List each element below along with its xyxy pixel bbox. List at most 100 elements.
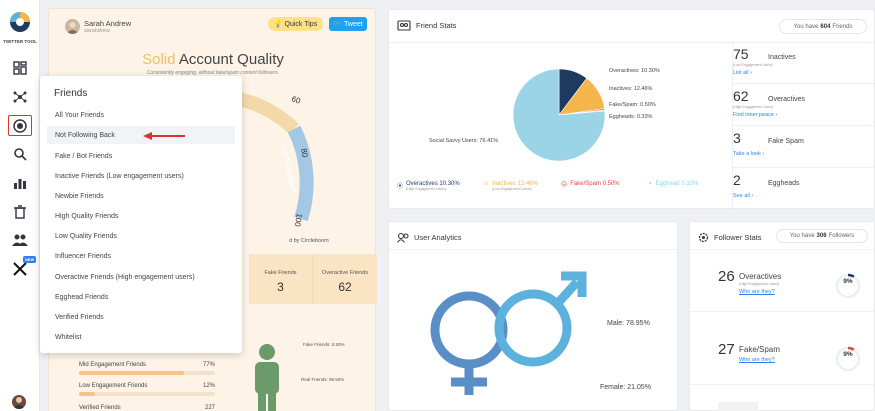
stat-label: Overactive Friends (321, 270, 369, 276)
trash-icon[interactable] (11, 203, 29, 221)
legend-egghead: ◐ Egghead 0.33% (649, 181, 698, 187)
pie-label-fake: Fake/Spam: 0.50% (609, 102, 656, 108)
take-a-look-link[interactable]: Take a look › (733, 151, 765, 157)
gender-symbols-icon (430, 271, 587, 395)
circleboom-credit: d by Circleboom (289, 238, 329, 244)
target-icon[interactable] (11, 117, 29, 135)
friend-stats-header: Friend Stats (397, 20, 456, 31)
find-inner-peace-link[interactable]: Find inner peace › (733, 112, 778, 118)
bar-label: Mid Engagement Friends (79, 362, 147, 368)
next-row-peek (718, 402, 758, 411)
tweet-button[interactable]: 🐦 Tweet (329, 17, 367, 31)
menu-item-verified-friends[interactable]: Verified Friends (55, 313, 104, 321)
see-all-link[interactable]: See all › (733, 193, 754, 199)
quick-tips-button[interactable]: 💡 Quick Tips (268, 17, 323, 31)
gear-icon (698, 232, 709, 243)
divider (389, 42, 874, 43)
tweet-label: Tweet (344, 20, 363, 28)
menu-item-overactive-friends[interactable]: Overactive Friends (High engagement user… (55, 273, 195, 281)
eggheads-cell: 2 Eggheads See all › (733, 168, 875, 210)
overactives-sub: (High Engagement Users) (739, 282, 780, 286)
gauge-fill (835, 273, 861, 299)
stat-value: 62 (338, 280, 352, 294)
legend-label: Overactives 10.30% (406, 181, 460, 187)
fake-spam-percent-gauge (835, 346, 861, 372)
app-logo[interactable] (8, 10, 32, 34)
fake-spam-count: 27 (718, 341, 735, 358)
follower-overactives-row: 26 Overactives (High Engagement Users) W… (690, 252, 875, 312)
user-avatar[interactable] (65, 19, 80, 34)
who-are-they-link[interactable]: Who are they? (739, 289, 775, 295)
legend-label: Inactives 12.46% (492, 181, 538, 187)
network-icon[interactable] (11, 88, 29, 106)
fake-friends-figure-label: Fake Friends: 0.50% (303, 342, 345, 347)
verified-friends-bar: Verified Friends 227 (79, 405, 215, 411)
smile-icon: ☺ (483, 181, 490, 187)
low-engagement-bar: Low Engagement Friends 12% (79, 383, 215, 396)
legend-sub: (Low Engagement Users) (492, 187, 532, 191)
divider (690, 249, 874, 250)
inactives-sub: (Low Engagement Users) (733, 63, 773, 67)
menu-item-all-friends[interactable]: All Your Friends (55, 111, 105, 119)
user-analytics-card: User Analytics Male: 78.95% Female: 21.0… (388, 221, 678, 411)
inactives-label: Inactives (768, 54, 796, 61)
menu-item-egghead-friends[interactable]: Egghead Friends (55, 293, 109, 301)
fake-spam-cell: 3 Fake Spam Take a look › (733, 126, 875, 168)
inactives-count: 75 (733, 46, 749, 62)
menu-item-low-quality-friends[interactable]: Low Quality Friends (55, 232, 117, 240)
menu-item-high-quality-friends[interactable]: High Quality Friends (55, 212, 119, 220)
bar-label: Verified Friends (79, 405, 121, 411)
overactives-percent: 9% (843, 278, 853, 285)
fake-friends-stat: Fake Friends 3 (249, 254, 313, 304)
legend-sub: (High Engagement Users) (406, 187, 447, 191)
active-nav-highlight (8, 115, 32, 136)
pie-label-inactives: Inactives: 12.46% (609, 86, 653, 92)
pie-slice-social-savvy-users (512, 68, 606, 162)
overactives-label: Overactives (739, 272, 782, 281)
dropdown-title: Friends (54, 88, 88, 99)
bar-track (79, 392, 215, 396)
bar-percent: 77% (202, 362, 215, 368)
menu-item-inactive-friends[interactable]: Inactive Friends (Low engagement users) (55, 172, 184, 180)
pill-prefix: You have (789, 233, 815, 239)
real-friends-figure-label: Real Friends: 99.50% (301, 377, 345, 382)
new-badge: NEW (23, 256, 37, 263)
dashboard-icon[interactable] (11, 59, 29, 77)
users-icon[interactable] (11, 231, 29, 249)
quality-title: Solid Account Quality (49, 51, 377, 68)
red-arrow-annotation (143, 132, 185, 140)
fake-spam-label: Fake Spam (768, 138, 804, 145)
avatar[interactable] (12, 395, 26, 409)
follower-stats-header: Follower Stats (698, 232, 762, 243)
pill-suffix: Followers (828, 233, 855, 239)
list-all-link[interactable]: List all › (733, 70, 752, 76)
menu-item-fake-bot-friends[interactable]: Fake / Bot Friends (55, 152, 113, 160)
menu-item-not-following-back[interactable]: Not Following Back (47, 126, 235, 144)
x-logo-icon[interactable] (11, 260, 29, 278)
overactives-count: 62 (733, 88, 749, 104)
friends-count-pill: You have 604 Friends (779, 19, 867, 34)
gauge-fill (835, 346, 861, 372)
legend-overactives: ⦿ Overactives 10.30% (High Engagement Use… (397, 181, 460, 191)
menu-item-newbie-friends[interactable]: Newbie Friends (55, 192, 104, 200)
bar-fill (79, 392, 96, 396)
fake-spam-label: Fake/Spam (739, 345, 780, 354)
user-analytics-title: User Analytics (414, 233, 462, 242)
bulb-icon: 💡 (273, 21, 283, 28)
search-icon[interactable] (11, 145, 29, 163)
who-are-they-link[interactable]: Who are they? (739, 357, 775, 363)
bar-fill (79, 371, 184, 375)
overactives-cell: 62 Overactives (High Engagement Users) F… (733, 84, 875, 126)
friend-stats-title: Friend Stats (416, 21, 457, 30)
mid-engagement-bar: Mid Engagement Friends 77% (79, 362, 215, 375)
menu-item-influencer-friends[interactable]: Influencer Friends (55, 252, 112, 260)
stat-value: 3 (277, 280, 284, 294)
follower-stats-card: Follower Stats You have 306 Followers 26… (689, 221, 875, 411)
friends-count: 604 (820, 23, 831, 30)
friend-stats-card: Friend Stats You have 604 Friends Overac… (388, 9, 875, 210)
menu-item-whitelist[interactable]: Whitelist (55, 333, 82, 341)
egg-icon: ◐ (649, 181, 653, 187)
stats-icon[interactable] (11, 174, 29, 192)
divider (389, 249, 677, 250)
quality-gauge: 60 80 100 OUTSTANDING (239, 92, 314, 228)
